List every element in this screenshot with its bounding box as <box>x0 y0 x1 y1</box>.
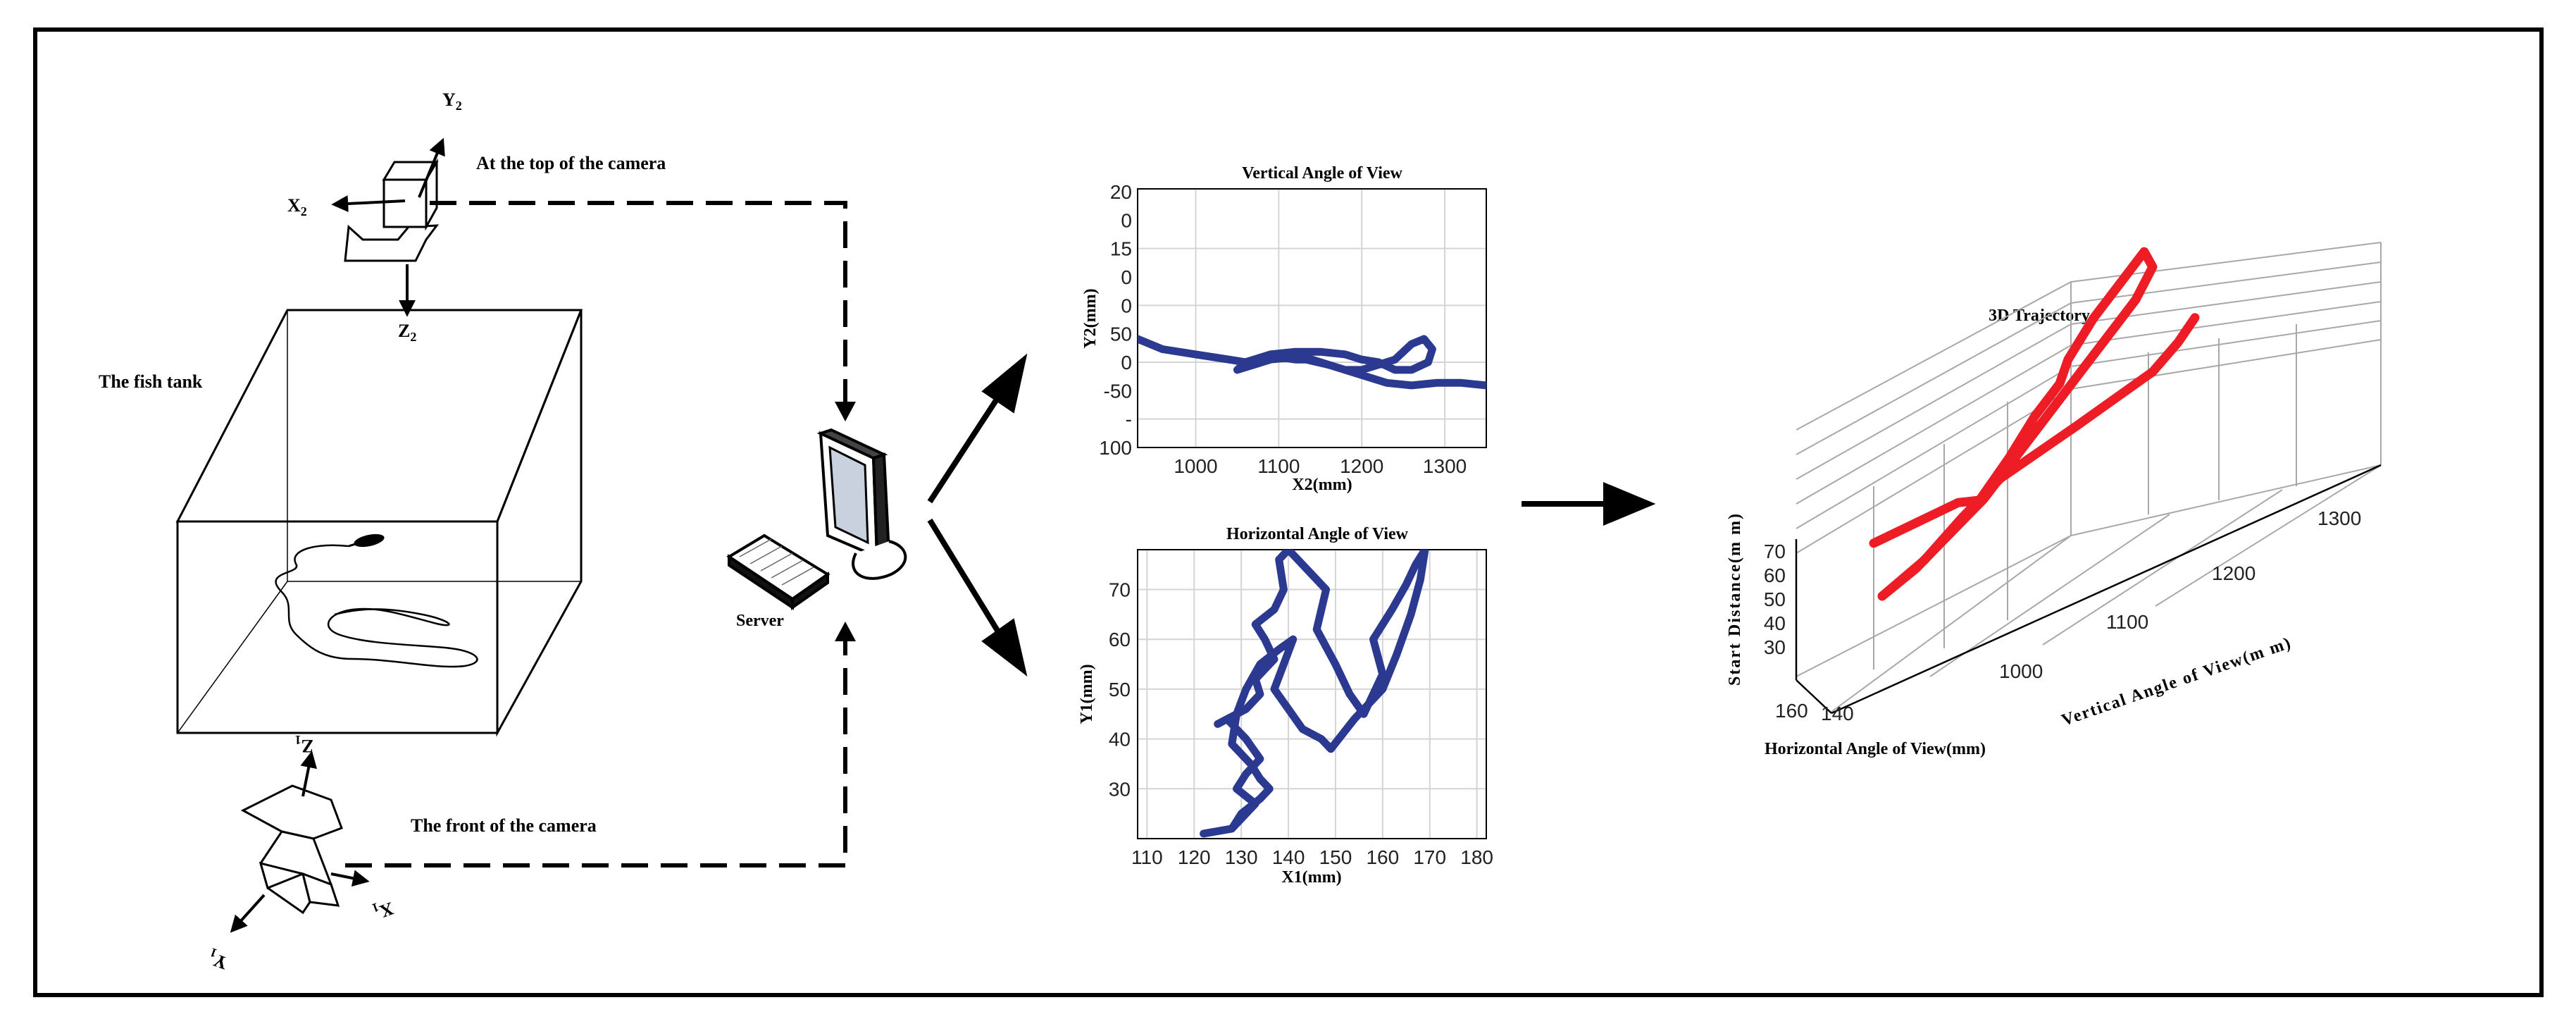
svg-text:70: 70 <box>1764 541 1786 562</box>
vertical-trajectory-line <box>1138 335 1486 390</box>
vertical-y-tick: 50 <box>1110 323 1132 345</box>
fish-swim-path <box>275 541 478 668</box>
z1-axis-label: Z1 <box>295 733 313 756</box>
trajectory-3d-line <box>1869 247 2200 601</box>
trajectory-3d-title: 3D Trajectory <box>1989 307 2090 325</box>
horizontal-y-tick: 40 <box>1109 729 1131 751</box>
horizontal-chart-y-ticks: 30 40 50 60 70 <box>1109 579 1131 801</box>
x2-axis-label: X2 <box>287 195 307 218</box>
trajectory-3d-x-ticks: 1000 1100 1200 1300 <box>1999 507 2361 682</box>
horizontal-x-tick: 170 <box>1413 846 1446 868</box>
connector-arrowheads <box>835 402 856 641</box>
flow-arrows <box>927 353 1656 677</box>
horizontal-y-tick: 60 <box>1109 629 1131 650</box>
vertical-chart-title: Vertical Angle of View <box>1242 164 1402 183</box>
trajectory-3d-x-label: Vertical Angle of View(m m) <box>2059 634 2294 729</box>
vertical-x-tick: 1200 <box>1340 455 1383 477</box>
trajectory-3d-z-label: Start Distance(m m) <box>1726 512 1744 686</box>
svg-text:40: 40 <box>1764 612 1786 634</box>
svg-text:50: 50 <box>1764 588 1786 610</box>
y1-axis-label: Y1 <box>205 945 231 974</box>
vertical-chart-y-label: Y2(mm) <box>1081 288 1100 348</box>
front-camera-icon <box>240 784 343 915</box>
svg-text:30: 30 <box>1764 636 1786 658</box>
vertical-y-tick: 0 <box>1121 295 1132 316</box>
vertical-view-chart: Vertical Angle of View 20 0 15 0 0 50 0 -50 - 100… <box>1081 164 1487 494</box>
horizontal-y-tick: 30 <box>1109 778 1131 800</box>
horizontal-y-tick: 70 <box>1109 579 1131 601</box>
horizontal-y-tick: 50 <box>1109 679 1131 700</box>
trajectory-3d-chart: 3D Trajectory <box>1726 242 2382 758</box>
z2-axis-label: Z2 <box>398 321 416 344</box>
vertical-y-tick: 0 <box>1121 352 1132 373</box>
svg-text:1100: 1100 <box>2106 611 2148 633</box>
horizontal-x-tick: 140 <box>1272 846 1305 868</box>
horizontal-chart-x-label: X1(mm) <box>1281 868 1341 887</box>
vertical-y-tick: 20 <box>1110 181 1132 203</box>
vertical-y-tick: -50 <box>1104 380 1132 402</box>
vertical-y-tick: 0 <box>1121 266 1132 288</box>
vertical-chart-y-ticks: 20 0 15 0 0 50 0 -50 - 100 <box>1099 181 1132 459</box>
vertical-x-tick: 1000 <box>1174 455 1217 477</box>
vertical-y-tick: 15 <box>1110 238 1132 260</box>
horizontal-x-tick: 160 <box>1366 846 1399 868</box>
horizontal-x-tick: 180 <box>1460 846 1493 868</box>
horizontal-chart-axes-box <box>1137 549 1487 839</box>
trajectory-3d-axes <box>1795 464 2382 715</box>
horizontal-x-tick: 110 <box>1131 846 1163 868</box>
top-camera-label: At the top of the camera <box>476 153 666 173</box>
trajectory-3d-z-ticks: 70 60 50 40 30 <box>1764 541 1786 658</box>
vertical-chart-x-ticks: 1000 1100 1200 1300 <box>1174 455 1467 477</box>
vertical-y-tick: 0 <box>1121 209 1132 231</box>
svg-text:140: 140 <box>1821 703 1854 724</box>
horizontal-chart-title: Horizontal Angle of View <box>1226 525 1409 543</box>
svg-text:1300: 1300 <box>2317 507 2361 529</box>
outer-frame <box>33 27 2544 997</box>
x1-axis-label: X1 <box>370 896 396 925</box>
front-camera-axes <box>230 751 370 933</box>
y2-axis-label: Y2 <box>442 89 462 113</box>
vertical-chart-grid <box>1138 189 1486 447</box>
vertical-y-tick: - <box>1126 409 1132 431</box>
svg-text:1200: 1200 <box>2212 562 2255 584</box>
fish <box>354 533 385 548</box>
horizontal-trajectory-line <box>1200 550 1429 838</box>
trajectory-3d-y-ticks: 160 140 <box>1775 700 1854 724</box>
computer-icon <box>726 428 907 610</box>
trajectory-3d-y-label: Horizontal Angle of View(mm) <box>1765 740 1986 758</box>
horizontal-chart-grid <box>1138 550 1486 839</box>
vertical-chart-x-label: X2(mm) <box>1292 476 1352 494</box>
vertical-x-tick: 1100 <box>1257 455 1300 477</box>
dashed-connectors <box>345 201 847 868</box>
vertical-y-tick: 100 <box>1099 437 1132 459</box>
horizontal-chart-x-ticks: 110 120 130 140 150 160 170 180 <box>1131 846 1493 868</box>
svg-text:60: 60 <box>1764 564 1786 586</box>
horizontal-x-tick: 130 <box>1225 846 1258 868</box>
front-camera-label: The front of the camera <box>411 815 597 836</box>
svg-text:160: 160 <box>1775 700 1808 722</box>
horizontal-x-tick: 120 <box>1178 846 1211 868</box>
vertical-chart-axes-box <box>1137 188 1487 448</box>
top-camera-axes <box>331 137 445 317</box>
top-camera-icon <box>344 158 440 262</box>
vertical-x-tick: 1300 <box>1423 455 1467 477</box>
fish-tank <box>175 309 583 737</box>
horizontal-chart-y-label: Y1(mm) <box>1078 664 1096 724</box>
server-label: Server <box>736 612 784 630</box>
fish-tank-label: The fish tank <box>99 371 203 392</box>
horizontal-x-tick: 150 <box>1319 846 1352 868</box>
svg-text:1000: 1000 <box>1999 660 2043 682</box>
